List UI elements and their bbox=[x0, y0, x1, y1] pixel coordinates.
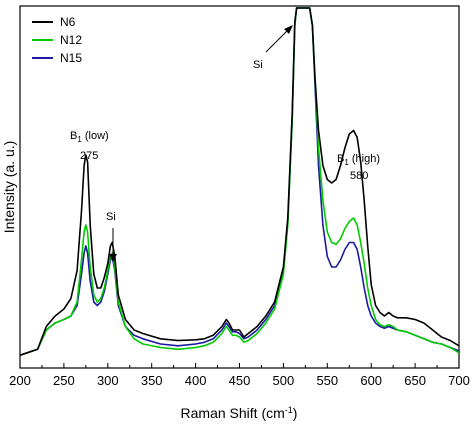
legend-label-n15: N15 bbox=[60, 51, 82, 65]
x-tick-label-350: 350 bbox=[141, 373, 163, 388]
series-line-n15 bbox=[20, 7, 459, 356]
arrow-si-mid bbox=[265, 28, 290, 53]
x-tick-label-200: 200 bbox=[9, 373, 31, 388]
annotation-580: 580 bbox=[350, 170, 368, 182]
x-tick-label-700: 700 bbox=[448, 373, 470, 388]
x-tick-label-600: 600 bbox=[360, 373, 382, 388]
legend-label-n6: N6 bbox=[60, 15, 76, 29]
series-line-n6 bbox=[20, 7, 459, 356]
x-axis-title-main: Raman Shift (cm bbox=[181, 405, 285, 421]
x-axis-title-end: ) bbox=[293, 405, 298, 421]
arrow-si-left-head bbox=[109, 254, 117, 262]
annotation-b1-low: B1 (low) bbox=[70, 130, 109, 144]
annotations: B1 (low) 275 Si Si B1 (high) 580 bbox=[70, 25, 380, 262]
x-tick-label-300: 300 bbox=[97, 373, 119, 388]
x-tick-label-400: 400 bbox=[185, 373, 207, 388]
series-line-n12 bbox=[20, 7, 459, 356]
x-axis-title: Raman Shift (cm-1) bbox=[181, 405, 298, 421]
arrow-si-mid-head bbox=[284, 25, 293, 34]
legend: N6 N12 N15 bbox=[32, 15, 82, 65]
x-axis-ticks: 200 250 300 350 400 450 500 550 600 650 700 bbox=[9, 363, 470, 388]
series-layer bbox=[20, 7, 459, 356]
plot-frame bbox=[19, 5, 460, 369]
x-tick-label-250: 250 bbox=[53, 373, 75, 388]
x-tick-label-650: 650 bbox=[404, 373, 426, 388]
annotation-si-left: Si bbox=[106, 211, 116, 223]
annotation-si-mid: Si bbox=[253, 59, 263, 71]
annotation-b1-high: B1 (high) bbox=[337, 153, 380, 167]
x-axis-title-sup: -1 bbox=[285, 405, 293, 415]
annotation-275: 275 bbox=[80, 150, 98, 162]
x-tick-label-450: 450 bbox=[229, 373, 251, 388]
x-tick-label-500: 500 bbox=[273, 373, 295, 388]
legend-label-n12: N12 bbox=[60, 33, 82, 47]
x-tick-label-550: 550 bbox=[316, 373, 338, 388]
y-axis-title: Intensity (a. u.) bbox=[1, 141, 17, 234]
